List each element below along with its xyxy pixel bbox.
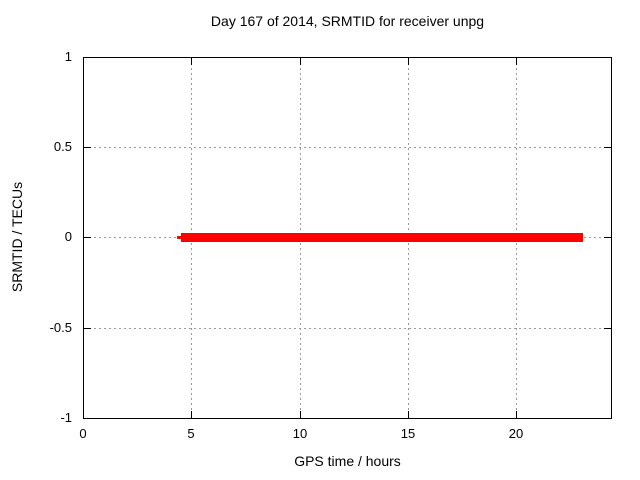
grid-line-horizontal-0p5 bbox=[84, 147, 611, 148]
y-tick-label: 0.5 bbox=[53, 139, 72, 154]
tick-mark-x-top bbox=[300, 58, 301, 65]
x-axis-label: GPS time / hours bbox=[294, 453, 401, 469]
chart-title: Day 167 of 2014, SRMTID for receiver unp… bbox=[210, 13, 485, 29]
y-tick-label: -1 bbox=[60, 410, 72, 425]
x-tick-label: 0 bbox=[79, 426, 87, 441]
plot-area bbox=[83, 57, 612, 419]
tick-mark-y-left bbox=[84, 328, 91, 329]
x-tick-label: 10 bbox=[292, 426, 308, 441]
tick-mark-x-bottom bbox=[300, 411, 301, 418]
tick-mark-y-left bbox=[84, 147, 91, 148]
tick-mark-x-top bbox=[516, 58, 517, 65]
y-tick-label: 0 bbox=[64, 229, 72, 244]
tick-mark-x-bottom bbox=[191, 411, 192, 418]
y-axis-label: SRMTID / TECUs bbox=[9, 181, 25, 293]
grid-line-horizontal-m0p5 bbox=[84, 328, 611, 329]
tick-mark-y-right bbox=[604, 328, 611, 329]
tick-mark-y-right bbox=[604, 237, 611, 238]
series-srmtid-line bbox=[181, 233, 583, 242]
tick-mark-x-top bbox=[408, 58, 409, 65]
tick-mark-x-top bbox=[191, 58, 192, 65]
series-srmtid-line-start bbox=[177, 236, 183, 239]
y-tick-label: -0.5 bbox=[49, 320, 72, 335]
x-tick-label: 20 bbox=[508, 426, 524, 441]
tick-mark-y-left bbox=[84, 237, 91, 238]
tick-mark-x-bottom bbox=[408, 411, 409, 418]
x-tick-label: 5 bbox=[187, 426, 195, 441]
tick-mark-x-bottom bbox=[516, 411, 517, 418]
y-tick-label: 1 bbox=[64, 49, 72, 64]
x-tick-label: 15 bbox=[400, 426, 416, 441]
tick-mark-y-right bbox=[604, 147, 611, 148]
